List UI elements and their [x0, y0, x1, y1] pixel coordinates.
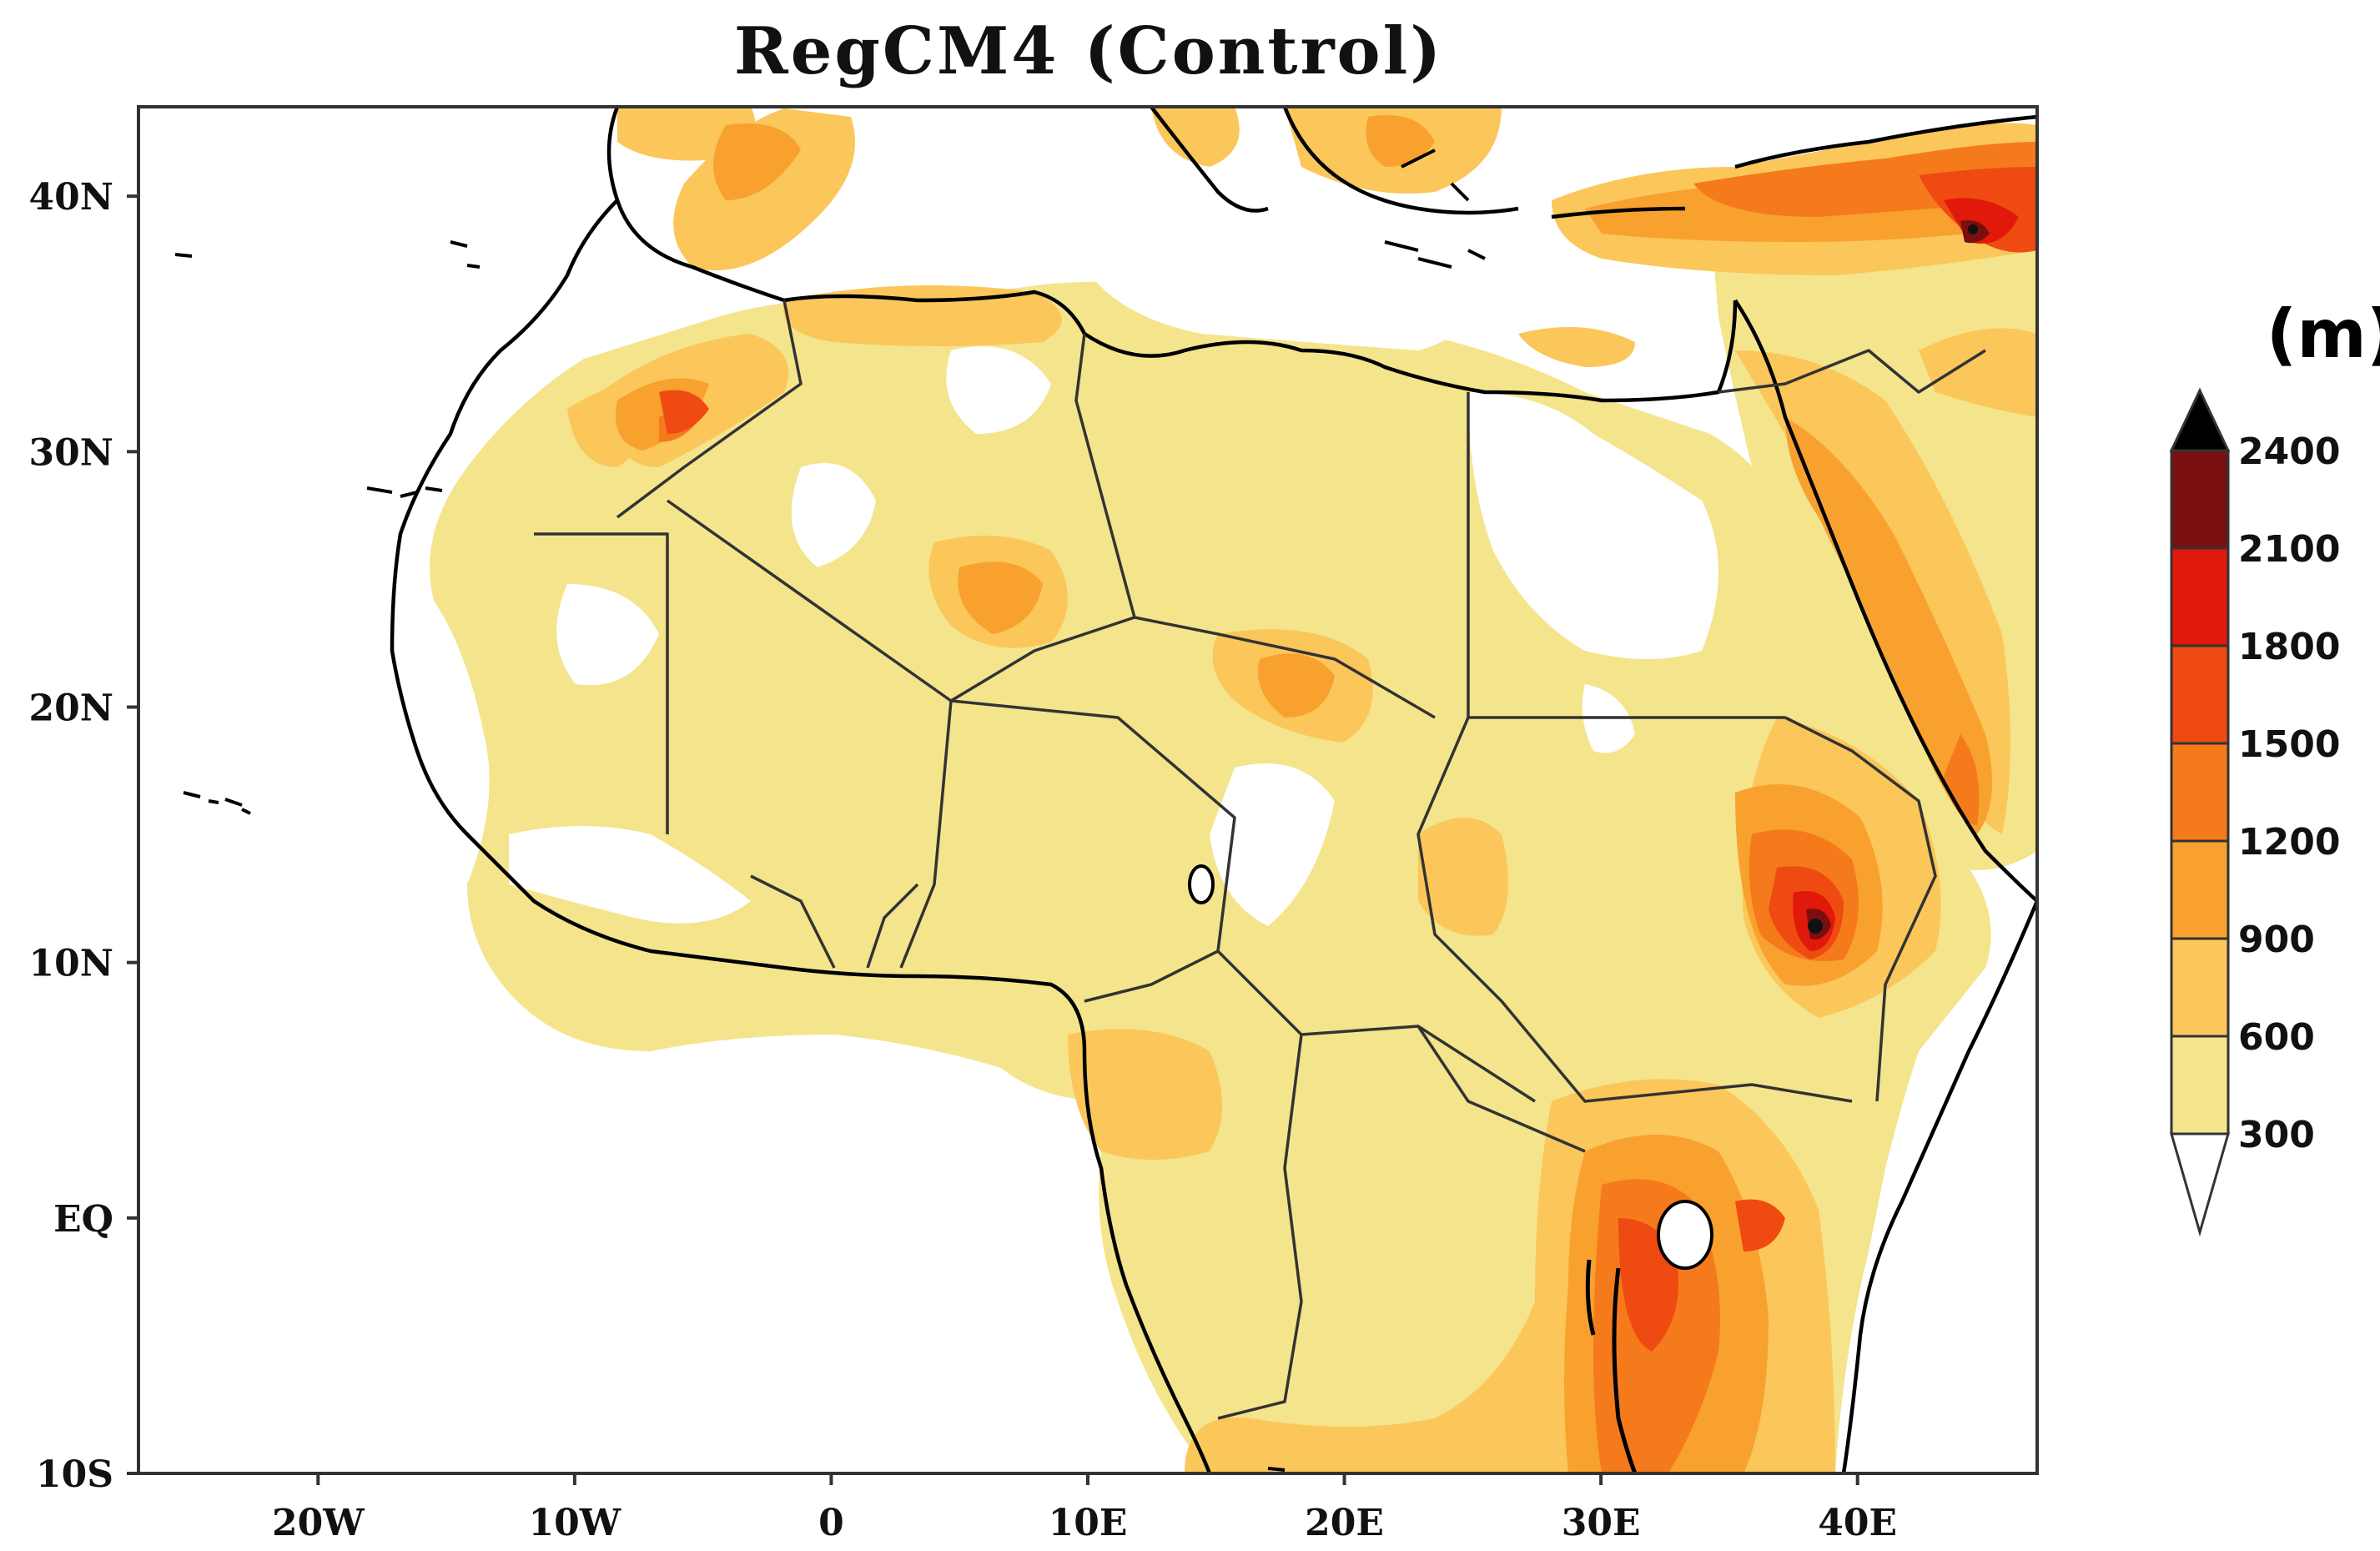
colorbar-label: 2400 — [2238, 431, 2340, 473]
colorbar-label: 600 — [2238, 1016, 2315, 1059]
colorbar-band — [2170, 839, 2230, 940]
y-tick-label: 40N — [29, 176, 113, 219]
colorbar-min-arrow — [2170, 1132, 2230, 1237]
colorbar-label: 900 — [2238, 919, 2315, 961]
colorbar-band — [2170, 546, 2230, 647]
y-tick-label: 10N — [29, 943, 113, 985]
x-tick-label: 10W — [529, 1502, 621, 1544]
x-axis: 20W 10W 0 10E 20E 30E 40E — [272, 1473, 1897, 1544]
y-axis: 40N 30N 20N 10N EQ 10S — [29, 176, 138, 1496]
x-tick-label: 10E — [1049, 1502, 1128, 1544]
colorbar-label: 1500 — [2238, 723, 2340, 766]
elevation-field — [174, 107, 2037, 1473]
colorbar-label: 2100 — [2238, 528, 2340, 571]
y-tick-label: 10S — [36, 1453, 113, 1496]
x-tick-label: 30E — [1562, 1502, 1641, 1544]
lakes — [1188, 864, 1713, 1473]
units-label: (m) — [2267, 295, 2380, 373]
below-300-areas — [509, 267, 1718, 926]
y-tick-label: EQ — [53, 1198, 113, 1241]
islands — [174, 149, 1486, 1472]
colorbar-band — [2170, 449, 2230, 550]
colorbar-label: 300 — [2238, 1114, 2315, 1156]
x-tick-label: 0 — [818, 1502, 844, 1544]
colorbar-label: 1800 — [2238, 626, 2340, 668]
x-tick-label: 20W — [272, 1502, 365, 1544]
colorbar: (m) 300 600 900 1200 1500 1800 2100 2400 — [2169, 295, 2380, 1237]
colorbar-max-arrow — [2169, 387, 2231, 452]
colorbar-band — [2170, 1035, 2230, 1136]
y-tick-label: 20N — [29, 687, 113, 729]
colorbar-band — [2170, 937, 2230, 1038]
plot-area — [137, 105, 2039, 1475]
x-tick-label: 20E — [1305, 1502, 1384, 1544]
coastlines — [390, 107, 2037, 1473]
colorbar-band — [2170, 644, 2230, 745]
colorbar-band — [2170, 742, 2230, 843]
contour-2400 — [1808, 224, 1978, 934]
y-tick-label: 30N — [29, 431, 113, 474]
map-title: RegCM4 (Control) — [734, 13, 1443, 89]
x-tick-label: 40E — [1818, 1502, 1897, 1544]
country-borders — [534, 300, 1986, 1420]
colorbar-label: 1200 — [2238, 821, 2340, 864]
